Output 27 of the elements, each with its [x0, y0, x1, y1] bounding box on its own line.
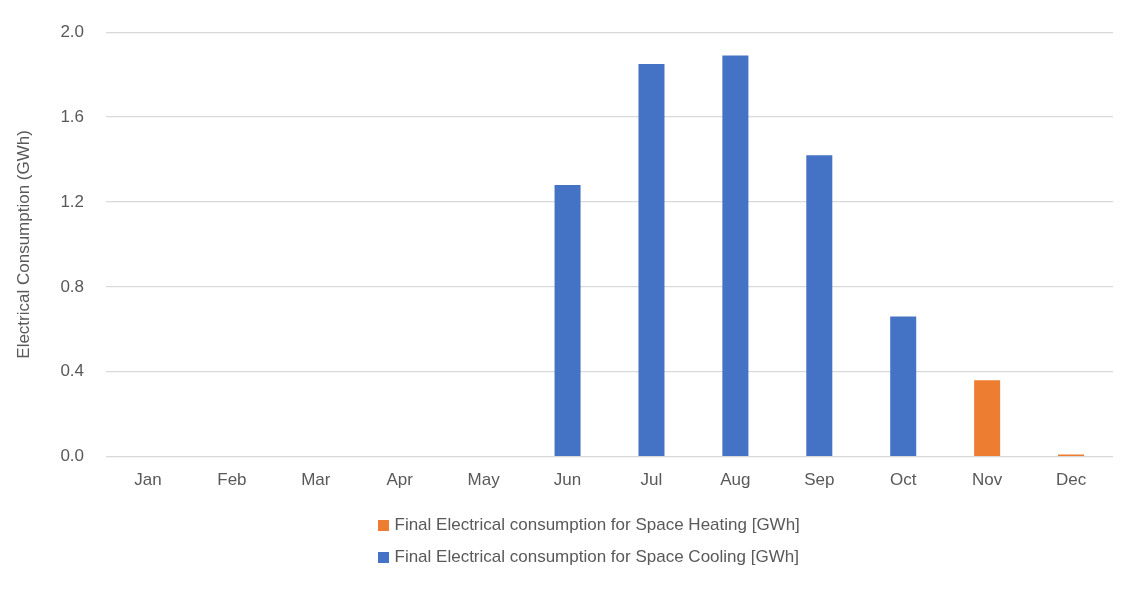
- x-tick-label: Oct: [889, 470, 917, 490]
- x-tick-label: Feb: [217, 470, 247, 490]
- x-tick-label: Apr: [386, 470, 414, 490]
- legend-label: Final Electrical consumption for Space Cooling [GWh]: [394, 547, 799, 567]
- x-tick-label: Dec: [1055, 470, 1087, 490]
- bar: [554, 184, 581, 456]
- x-tick-label: Mar: [301, 470, 331, 490]
- x-tick-label: Jan: [134, 470, 162, 490]
- y-axis-title: Electrical Consumption (GWh): [13, 130, 33, 359]
- y-tick-label: 2.0: [60, 21, 85, 41]
- legend-label: Final Electrical consumption for Space Heating [GWh]: [394, 515, 800, 535]
- bar: [722, 55, 749, 456]
- y-tick-label: 0.4: [60, 361, 85, 381]
- y-tick-label: 1.6: [60, 106, 85, 126]
- bar: [974, 380, 1001, 456]
- y-tick-label: 1.2: [60, 191, 85, 211]
- x-tick-label: May: [467, 470, 501, 490]
- bar: [890, 316, 917, 456]
- x-tick-label: Aug: [720, 470, 751, 490]
- x-tick-label: Sep: [804, 470, 835, 490]
- x-tick-label: Nov: [972, 470, 1003, 490]
- x-tick-label: Jul: [640, 470, 663, 490]
- y-tick-label: 0.0: [60, 446, 85, 466]
- bar: [806, 155, 833, 456]
- x-tick-label: Jun: [553, 470, 582, 490]
- bar: [638, 64, 665, 456]
- y-tick-label: 0.8: [60, 276, 85, 296]
